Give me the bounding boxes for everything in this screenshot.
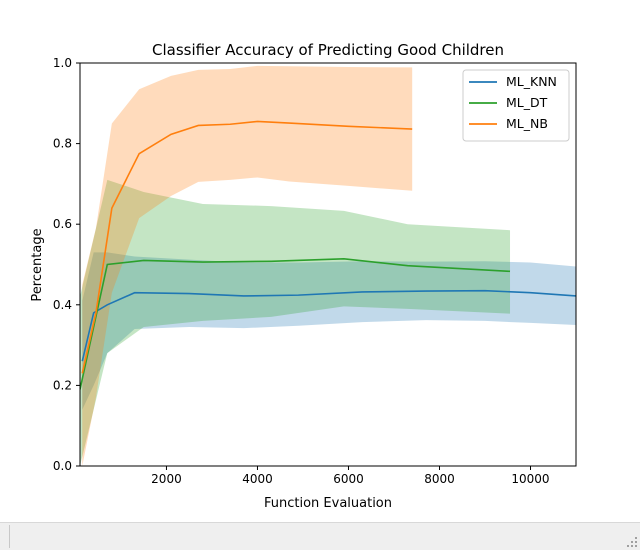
y-tick-label: 0.4 bbox=[53, 298, 72, 312]
y-tick-label: 0.0 bbox=[53, 459, 72, 473]
ml-knn-legend-label: ML_KNN bbox=[506, 74, 557, 89]
line-chart: Classifier Accuracy of Predicting Good C… bbox=[30, 41, 577, 511]
ml-dt-confidence-band bbox=[80, 179, 511, 466]
chart-title: Classifier Accuracy of Predicting Good C… bbox=[152, 41, 504, 59]
y-axis-label: Percentage bbox=[30, 228, 45, 301]
legend: ML_KNN ML_DT ML_NB bbox=[462, 69, 570, 142]
y-tick-label: 0.8 bbox=[53, 137, 72, 151]
ml-nb-line bbox=[81, 120, 413, 374]
series-lines bbox=[80, 120, 576, 390]
x-tick-label: 8000 bbox=[424, 472, 455, 486]
ml-dt-legend-label: ML_DT bbox=[506, 95, 548, 110]
ml-dt-line bbox=[80, 258, 511, 390]
ml-knn-line bbox=[81, 289, 576, 362]
plot-frame bbox=[79, 62, 577, 467]
x-tick-label: 6000 bbox=[333, 472, 364, 486]
x-tick-label: 4000 bbox=[242, 472, 273, 486]
status-divider bbox=[9, 525, 10, 548]
y-tick-label: 0.2 bbox=[53, 378, 72, 392]
status-bar bbox=[0, 522, 640, 550]
x-axis-label: Function Evaluation bbox=[264, 496, 392, 511]
y-tick-label: 1.0 bbox=[53, 56, 72, 70]
y-tick-label: 0.6 bbox=[53, 217, 72, 231]
chart-figure: Classifier Accuracy of Predicting Good C… bbox=[30, 41, 577, 511]
x-tick-label: 10000 bbox=[511, 472, 549, 486]
ml-nb-legend-label: ML_NB bbox=[506, 116, 548, 131]
ml-nb-confidence-band bbox=[82, 65, 413, 466]
resize-grip-icon[interactable] bbox=[626, 536, 638, 548]
axes: 2000 4000 6000 8000 10000 0.0 0.2 0.4 0.6 0.8 1.0 bbox=[53, 56, 577, 486]
x-tick-label: 2000 bbox=[151, 472, 182, 486]
